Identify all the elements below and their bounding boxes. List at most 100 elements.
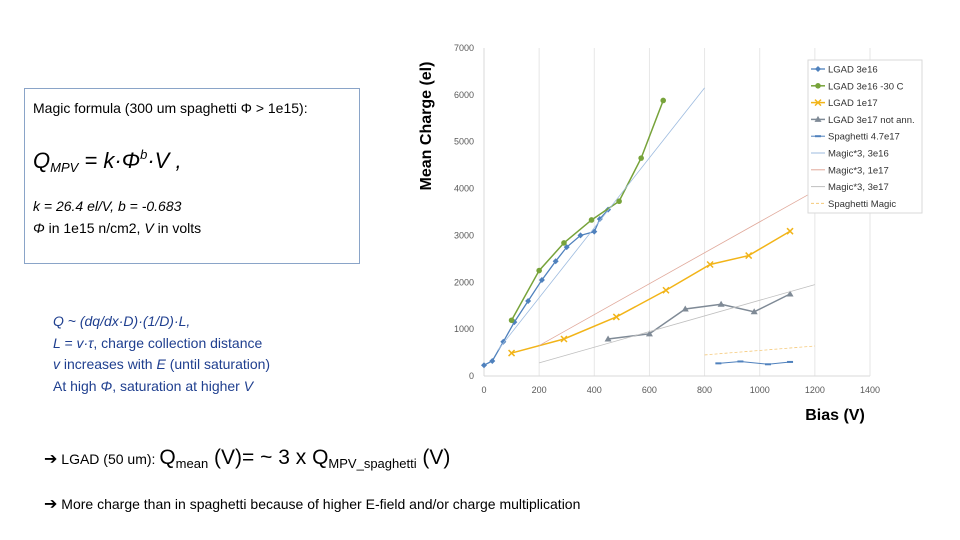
note-4-mid: , saturation at higher [112, 377, 244, 394]
x-tick-label: 600 [642, 385, 657, 395]
y-tick-label: 7000 [454, 43, 474, 53]
data-point-diamond [552, 258, 559, 265]
arrow-right-icon: ➔ [44, 496, 58, 513]
y-tick-label: 4000 [454, 184, 474, 194]
x-tick-label: 400 [587, 385, 602, 395]
series-line [718, 360, 791, 365]
data-point-triangle [814, 115, 822, 122]
legend-item: Magic*3, 1e17 [811, 165, 889, 176]
note-3-mid: increases with [60, 356, 157, 372]
note-4-start: At high [53, 377, 101, 394]
legend-item: LGAD 3e16 -30 C [811, 81, 904, 92]
legend-item: Magic*3, 3e16 [811, 149, 889, 160]
lgad-q: Q [159, 446, 176, 469]
data-point-circle [561, 240, 567, 246]
data-point-triangle [604, 335, 612, 342]
data-point-circle [508, 317, 515, 324]
series-line [704, 345, 815, 356]
series-lgad-1e17 [508, 227, 794, 357]
data-point-diamond [538, 276, 545, 283]
data-point-x [508, 349, 516, 357]
arrow-right-icon: ➔ [44, 451, 58, 468]
note-line-1: Q ~ (dq/dx·D)·(1/D)·L, [53, 313, 191, 329]
data-point-diamond [563, 244, 570, 251]
series-line [607, 293, 791, 340]
data-point-x-stroke [560, 335, 568, 343]
y-tick-label: 1000 [454, 324, 474, 334]
note-4-v: V [243, 377, 254, 394]
y-tick-label: 2000 [454, 277, 474, 287]
formula-box-title: Magic formula (300 um spaghetti Φ > 1e15… [33, 100, 308, 116]
x-tick-labels: 0 200 400 600 800 1000 1200 1400 [481, 385, 880, 395]
chart-series [481, 87, 816, 369]
lgad-prefix: LGAD (50 um): [57, 451, 160, 467]
data-point-x-stroke [706, 260, 714, 269]
magic-formula-box: Magic formula (300 um spaghetti Φ > 1e15… [24, 88, 360, 264]
formula-end: ·V , [147, 148, 182, 173]
note-2-rest: , charge collection distance [93, 334, 263, 351]
data-point-diamond [577, 232, 584, 239]
note-line-3: v increases with E (until saturation) [53, 354, 270, 376]
data-point-triangle [717, 300, 725, 307]
y-axis-title: Mean Charge (el) [418, 62, 435, 191]
data-point-x [786, 227, 794, 235]
data-point-circle [660, 97, 667, 104]
series-line [497, 87, 705, 351]
lgad-mid: (V)= ~ 3 x Q [208, 446, 329, 469]
data-point-x-stroke [745, 252, 753, 260]
data-point-x [612, 313, 620, 321]
note-3-v: v [53, 356, 60, 372]
legend-items: LGAD 3e16 LGAD 3e16 -30 C LGAD 1e17 LGAD 3e… [811, 65, 915, 210]
series-line [538, 190, 816, 346]
data-point-diamond [525, 298, 532, 305]
legend-item: LGAD 3e17 not ann. [811, 115, 915, 126]
charge-conclusion-text: More charge than in spaghetti because of… [57, 496, 581, 512]
legend-item: Magic*3, 3e17 [811, 182, 889, 193]
x-tick-label: 0 [481, 385, 486, 395]
note-2-italic: L = v·τ [53, 334, 94, 351]
data-point-triangle [786, 290, 794, 297]
legend-label: Spaghetti 4.7e17 [828, 132, 900, 143]
units-v: V [144, 220, 154, 236]
legend-item: Spaghetti 4.7e17 [811, 132, 900, 143]
x-axis-title: Bias (V) [805, 407, 865, 424]
formula-exponent: b [140, 147, 148, 162]
data-point-x [560, 335, 568, 343]
lgad-q-subscript: mean [175, 456, 209, 472]
legend-box [807, 59, 923, 214]
legend-item: Spaghetti Magic [811, 199, 896, 210]
magic-formula: QMPV = k·Φb·V , [33, 147, 182, 175]
legend: LGAD 3e16 LGAD 3e16 -30 C LGAD 1e17 LGAD 3e… [807, 59, 923, 214]
y-tick-label: 5000 [454, 137, 474, 147]
series-magic-3-3e16 [497, 87, 705, 351]
data-point-circle [536, 267, 542, 274]
formula-units-line: Φ in 1e15 n/cm2, V in volts [33, 220, 201, 236]
data-point-diamond [489, 358, 496, 365]
data-point-diamond [591, 228, 598, 235]
series-line [510, 100, 664, 321]
data-point-diamond [500, 338, 507, 345]
legend-label: LGAD 3e17 not ann. [828, 115, 915, 126]
legend-label: Magic*3, 3e17 [828, 182, 889, 193]
series-spaghetti-magic [704, 345, 815, 356]
data-point-x-stroke [508, 349, 516, 357]
legend-label: Magic*3, 3e16 [828, 149, 889, 160]
data-point-triangle [750, 308, 758, 315]
legend-label: Magic*3, 1e17 [828, 165, 889, 176]
data-point-diamond [481, 362, 487, 369]
legend-label: LGAD 1e17 [828, 98, 878, 109]
series-line [539, 284, 815, 364]
charge-conclusion: ➔ More charge than in spaghetti because … [44, 494, 580, 514]
lgad-subscript-2: MPV_spaghetti [328, 456, 417, 472]
series-spaghetti-4-7e17 [715, 360, 794, 366]
x-tick-label: 800 [697, 385, 712, 395]
units-phi: Φ [33, 220, 45, 236]
units-end: in volts [153, 220, 202, 236]
series-magic-3-1e17 [538, 190, 816, 346]
data-point-x [745, 252, 753, 260]
y-tick-label: 6000 [454, 90, 474, 100]
data-point-circle [588, 217, 595, 223]
lgad-end: (V) [416, 446, 451, 469]
data-point-x-stroke [814, 99, 822, 107]
